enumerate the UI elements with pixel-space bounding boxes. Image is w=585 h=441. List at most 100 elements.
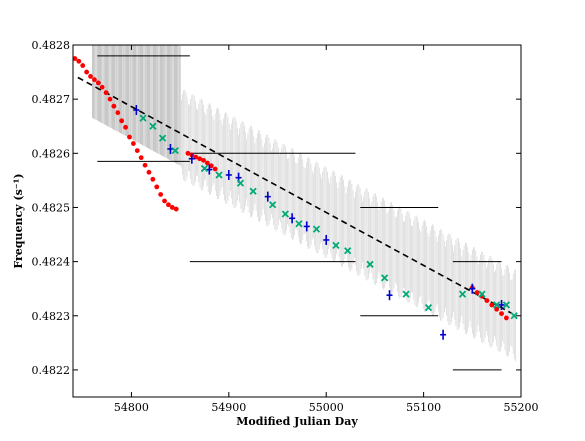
data-point-marker [402, 290, 410, 298]
data-point [127, 134, 132, 140]
data-point-marker [493, 301, 501, 309]
data-point-marker [200, 164, 209, 173]
data-point [171, 146, 179, 155]
data-point [142, 162, 148, 168]
data-point [344, 247, 352, 255]
data-point [150, 176, 156, 182]
data-point [158, 192, 164, 197]
data-point [493, 301, 501, 309]
data-point [92, 77, 97, 83]
data-point-marker [424, 304, 433, 312]
data-point-marker [171, 146, 179, 155]
data-point-marker [149, 122, 157, 130]
data-point [138, 155, 144, 161]
data-point [469, 283, 476, 294]
x-tick-label: 54900 [211, 401, 246, 414]
data-point-marker [478, 290, 486, 298]
data-point-marker [249, 187, 257, 195]
data-point [107, 96, 113, 102]
data-point [264, 191, 271, 202]
y-tick-label: 0.4825 [32, 201, 71, 214]
data-point [474, 290, 480, 295]
data-point [295, 220, 303, 228]
data-point [162, 198, 167, 204]
data-point-marker [381, 274, 389, 282]
data-point [154, 184, 160, 190]
data-point [188, 153, 195, 164]
y-tick-label: 0.4828 [32, 39, 71, 52]
data-point [381, 274, 389, 282]
data-point [499, 311, 504, 317]
data-point [80, 63, 86, 68]
data-point-marker [502, 301, 511, 309]
data-point [95, 80, 101, 86]
data-point [269, 201, 277, 209]
data-point [185, 150, 191, 156]
data-point [386, 290, 393, 301]
data-point [312, 225, 321, 233]
data-point [158, 134, 167, 142]
x-tick-label: 54800 [114, 401, 149, 414]
y-tick-label: 0.4823 [32, 310, 71, 323]
data-point [236, 179, 245, 187]
data-point [281, 210, 289, 218]
data-point [494, 306, 500, 312]
data-point-marker [269, 201, 277, 209]
data-point [402, 290, 410, 298]
y-tick-label: 0.4827 [32, 93, 71, 106]
x-tick-label: 55000 [309, 401, 344, 414]
horizontal-segments [97, 55, 502, 371]
data-point [119, 118, 125, 124]
data-point [212, 166, 218, 172]
x-axis-label: Modified Julian Day [236, 415, 358, 428]
data-point-marker [295, 220, 303, 228]
data-point-marker [281, 210, 289, 218]
y-tick-label: 0.4826 [32, 147, 71, 160]
data-point [72, 56, 78, 61]
y-tick-label: 0.4822 [32, 364, 71, 377]
data-point [205, 160, 210, 166]
data-point [88, 74, 93, 79]
data-point [289, 213, 296, 224]
x-tick-label: 55100 [406, 401, 441, 414]
data-point [489, 302, 495, 308]
data-point [484, 298, 490, 304]
data-point [303, 221, 310, 232]
fit-line [77, 76, 512, 314]
plot-frame [72, 44, 522, 398]
data-point [215, 171, 223, 179]
data-point [133, 104, 140, 115]
data-point-marker [139, 114, 147, 122]
data-point [134, 148, 140, 154]
data-point-marker [344, 247, 352, 255]
data-point [173, 206, 179, 212]
data-point-marker [312, 225, 321, 233]
data-point-marker [236, 179, 245, 187]
axis-ticks: 54800 54900 55000 55100 55200 0.4822 0.4823 0.4… [32, 39, 539, 414]
data-point [149, 122, 157, 130]
data-point [146, 169, 152, 175]
data-point [76, 58, 82, 64]
data-point-marker [158, 134, 167, 142]
data-point [478, 290, 486, 298]
data-point [99, 84, 105, 90]
data-point-marker [510, 312, 518, 320]
data-point [503, 315, 509, 321]
data-point [510, 312, 518, 320]
data-point [197, 156, 203, 162]
data-point-marker [458, 290, 467, 298]
y-tick-label: 0.4824 [32, 256, 71, 269]
data-point-marker [215, 171, 223, 179]
data-point [130, 141, 136, 146]
data-point [225, 169, 232, 180]
data-point-marker [332, 241, 340, 250]
fit-line-path [77, 76, 512, 314]
data-point [502, 301, 511, 309]
data-point [111, 103, 117, 109]
data-point [123, 124, 128, 130]
data-point-marker [366, 260, 374, 268]
error-bands [92, 45, 516, 362]
data-point [103, 90, 109, 96]
data-point [498, 299, 505, 310]
data-point [424, 304, 433, 312]
